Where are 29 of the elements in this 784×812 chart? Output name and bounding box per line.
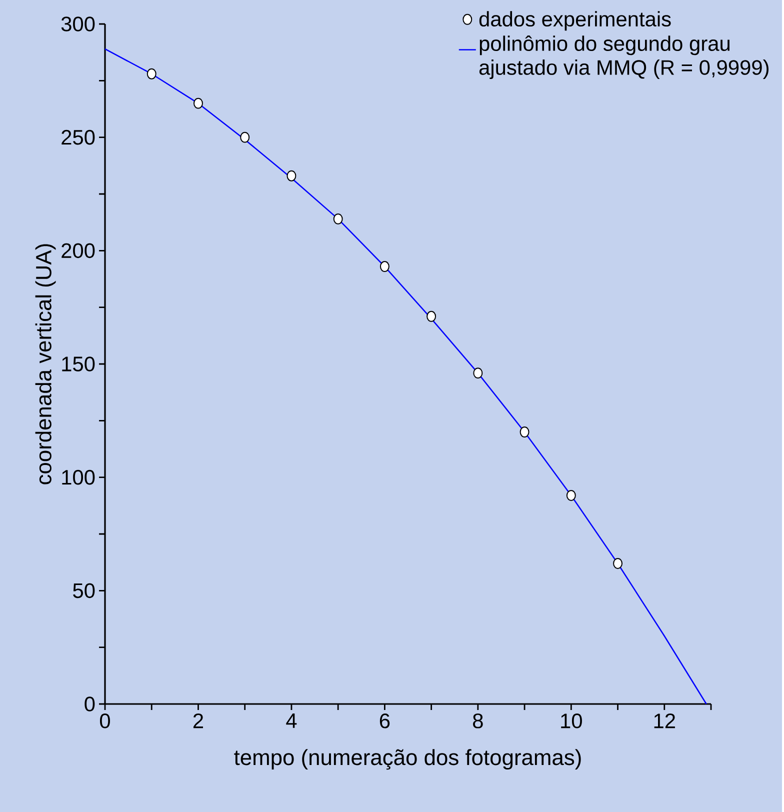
x-tick-label: 8 [473, 713, 484, 728]
point [240, 132, 250, 143]
x-tick-label: 12 [654, 713, 676, 728]
point [426, 310, 436, 322]
point [520, 426, 530, 438]
point [286, 170, 296, 182]
point [613, 558, 623, 569]
y-tick-label: 300 [62, 16, 95, 32]
point [334, 213, 344, 224]
x-tick-label: 6 [380, 713, 390, 728]
y-tick-label: 100 [62, 470, 95, 485]
point [473, 368, 483, 379]
y-tick-label: 250 [62, 130, 95, 145]
y-axis-title: coordenada vertical (UA) [36, 244, 56, 484]
x-axis-title: tempo (numeração dos fotogramas) [234, 749, 582, 770]
point [380, 261, 390, 272]
y-tick-label: 0 [84, 696, 95, 712]
point [194, 98, 204, 109]
point [147, 68, 157, 80]
y-tick-label: 200 [62, 243, 95, 258]
x-tick-label: 4 [286, 714, 297, 728]
x-tick-label: 10 [561, 713, 582, 728]
point [566, 490, 576, 501]
y-tick-label: 150 [62, 356, 95, 372]
legend-label: polinômio do segundo grau ajustado via MMQ (R = 0,9999) [480, 36, 769, 80]
y-tick-label: 50 [73, 583, 95, 598]
x-tick-label: 2 [194, 713, 204, 728]
x-tick-label: 0 [100, 713, 110, 728]
legend-label: dados experimentais [480, 11, 672, 31]
